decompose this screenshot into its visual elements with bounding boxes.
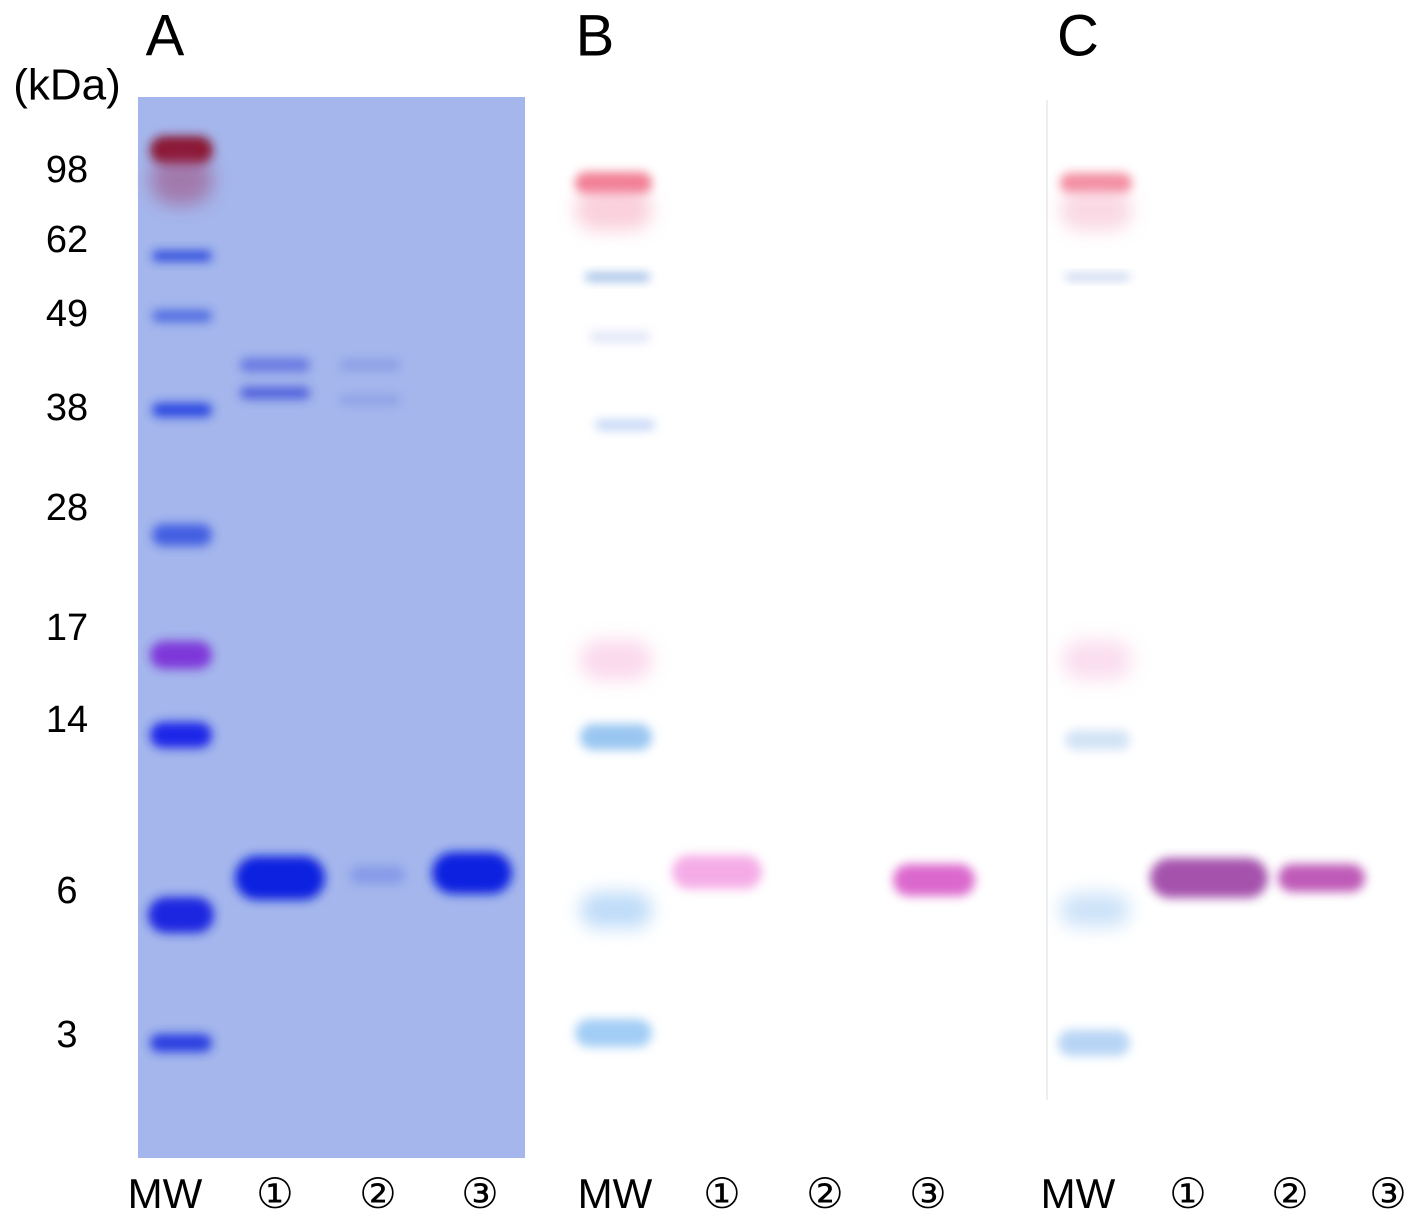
band [590,332,650,342]
unit-label: (kDa) [13,61,121,110]
band [148,897,214,933]
gel-a [138,97,525,1158]
bands [148,136,1365,1056]
marker-label: 38 [46,387,88,429]
band [150,722,212,748]
band [1060,893,1130,927]
lane-label: ③ [909,1170,947,1217]
lane-label: ③ [461,1170,499,1217]
band [152,403,212,417]
band [580,640,652,680]
band [350,866,405,884]
band [152,310,212,322]
marker-label: 3 [56,1014,77,1056]
band [150,641,212,669]
marker-label: 28 [46,487,88,529]
lane-label: ② [1271,1170,1309,1217]
band [150,155,213,205]
lane-label: ① [703,1170,741,1217]
band [575,190,652,230]
marker-label: 98 [46,149,88,191]
band [580,724,652,750]
marker-label: 14 [46,699,88,741]
band [340,395,400,405]
band [585,273,650,281]
band [1062,640,1132,680]
band [595,420,655,430]
band [240,387,310,399]
lane-label: ① [256,1170,294,1217]
band [1278,864,1365,892]
band [1150,858,1268,898]
lane-label: ③ [1369,1170,1407,1217]
band [152,251,212,261]
lane-label: MW [578,1170,653,1217]
marker-label: 49 [46,293,88,335]
band [575,1019,652,1047]
band [1065,730,1130,750]
marker-label: 17 [46,607,88,649]
marker-label: 62 [46,219,88,261]
band [580,892,652,928]
band [340,360,400,370]
band [240,358,310,372]
band [1058,1030,1130,1056]
band [235,856,325,900]
band [893,864,975,896]
lane-label: MW [1041,1170,1116,1217]
band [1060,173,1132,193]
labels: 98 62 49 38 28 17 14 6 3 A MW ① ② ③ B MW ① ② ③ C MW ① ② ③ [46,3,1407,1217]
lane-label: ① [1169,1170,1207,1217]
band [150,1034,212,1052]
band [152,524,212,546]
band [1060,190,1132,230]
panel-title: A [146,3,185,68]
band [672,855,762,889]
band [1065,274,1130,280]
lane-label: MW [128,1170,203,1217]
lane-label: ② [806,1170,844,1217]
panel-title: C [1057,3,1099,68]
panel-title: B [576,3,615,68]
lane-label: ② [359,1170,397,1217]
band [575,172,652,194]
marker-label: 6 [56,870,77,912]
band [432,852,512,894]
